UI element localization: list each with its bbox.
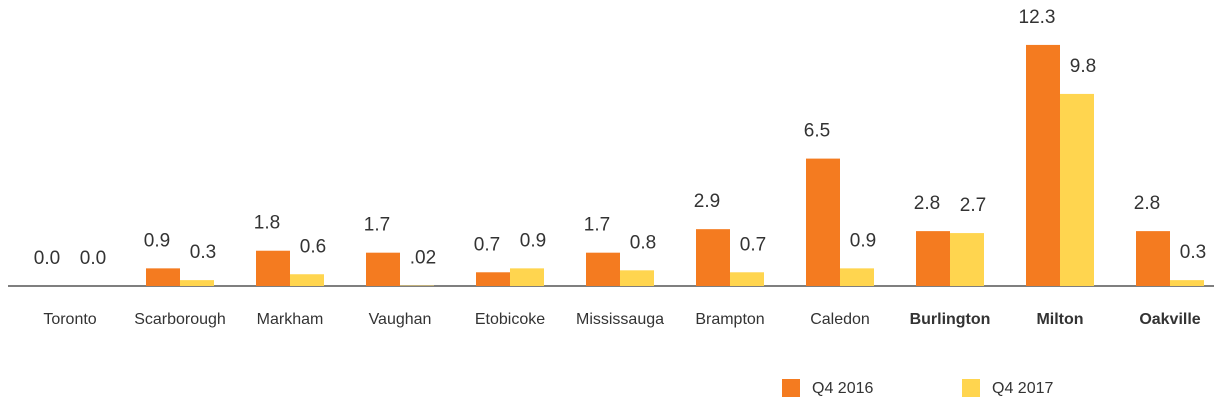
bar — [586, 252, 620, 286]
value-label: 0.6 — [300, 236, 326, 257]
x-tick-label: Brampton — [695, 311, 764, 328]
value-label: 0.8 — [630, 232, 656, 253]
bar — [1026, 44, 1060, 286]
x-tick-label: Burlington — [910, 311, 991, 328]
value-label: 1.8 — [254, 213, 280, 234]
value-label: 6.5 — [804, 121, 830, 142]
bar — [256, 250, 290, 286]
value-label: 1.7 — [364, 215, 390, 236]
value-label: 12.3 — [1019, 7, 1056, 28]
bar — [1136, 231, 1170, 286]
x-tick-label: Toronto — [43, 311, 96, 328]
bar — [146, 268, 180, 286]
x-tick-label: Caledon — [810, 311, 870, 328]
bar — [290, 274, 324, 286]
x-tick-label: Milton — [1036, 311, 1083, 328]
x-tick-label: Markham — [257, 311, 324, 328]
bar — [476, 272, 510, 286]
legend-label: Q4 2017 — [992, 380, 1053, 397]
value-label: 0.9 — [144, 230, 170, 251]
value-label: 0.9 — [520, 230, 546, 251]
value-label: 2.7 — [960, 195, 986, 216]
bar — [1060, 93, 1094, 286]
x-tick-label: Scarborough — [134, 311, 226, 328]
value-label: 0.9 — [850, 230, 876, 251]
value-label: 0.7 — [474, 234, 500, 255]
bar — [950, 233, 984, 286]
value-label: 2.8 — [914, 193, 940, 214]
legend-label: Q4 2016 — [812, 380, 873, 397]
bar — [180, 280, 214, 286]
bar — [366, 252, 400, 286]
bar — [730, 272, 764, 286]
x-tick-label: Oakville — [1139, 311, 1200, 328]
legend-swatch — [782, 379, 800, 397]
bar — [1170, 280, 1204, 286]
x-tick-label: Vaughan — [369, 311, 432, 328]
bar — [510, 268, 544, 286]
value-label: 0.0 — [34, 248, 60, 269]
bar — [916, 231, 950, 286]
value-label: 0.3 — [190, 242, 216, 263]
legend-swatch — [962, 379, 980, 397]
value-label: 1.7 — [584, 215, 610, 236]
x-tick-label: Etobicoke — [475, 311, 545, 328]
value-label: .02 — [410, 248, 436, 269]
value-label: 0.7 — [740, 234, 766, 255]
value-label: 2.8 — [1134, 193, 1160, 214]
value-label: 0.3 — [1180, 242, 1206, 263]
value-label: 2.9 — [694, 191, 720, 212]
value-label: 9.8 — [1070, 56, 1096, 77]
bar — [806, 158, 840, 286]
x-tick-label: Mississauga — [576, 311, 664, 328]
bar — [620, 270, 654, 286]
bar — [696, 229, 730, 286]
value-label: 0.0 — [80, 248, 106, 269]
bar — [840, 268, 874, 286]
